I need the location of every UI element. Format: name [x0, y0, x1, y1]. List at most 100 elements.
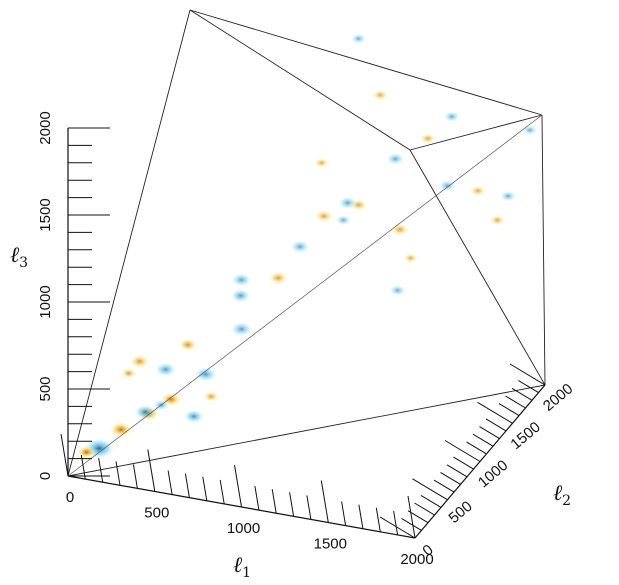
l1-tick-label: 500 — [144, 505, 169, 522]
l1-tick-label: 0 — [66, 489, 74, 506]
l2-major-tick — [379, 516, 416, 539]
l2-major-tick — [477, 401, 513, 424]
l2-major-tick — [444, 440, 481, 462]
edge-origin-bottomright — [67, 384, 546, 477]
positive-blob-2 — [109, 422, 133, 438]
diagonal-line — [67, 114, 543, 477]
l2-minor-tick — [446, 464, 468, 478]
edge-top-inner — [189, 9, 411, 151]
l2-minor-tick — [466, 441, 487, 455]
l1-major-tick — [407, 495, 416, 539]
negative-blob-7 — [194, 366, 217, 382]
l2-major-tick — [412, 478, 448, 501]
l1-minor-tick — [254, 486, 260, 511]
l1-axis-label: ℓ1 — [233, 553, 251, 581]
negative-blob-25 — [500, 190, 517, 202]
l1-minor-tick — [184, 473, 190, 498]
l3-tick-label: 2000 — [37, 111, 54, 144]
l1-minor-tick — [341, 501, 347, 526]
l3-tick-label: 500 — [37, 376, 54, 401]
l2-minor-tick — [420, 494, 442, 508]
l2-minor-tick — [433, 479, 455, 493]
l1-minor-tick — [132, 464, 138, 489]
isosurface-blobs — [77, 33, 538, 459]
edge-origin-top — [67, 9, 191, 477]
edge-inner-bottomright — [409, 149, 546, 386]
negative-blob-8 — [155, 362, 177, 377]
negative-blob-31 — [389, 284, 406, 296]
tick-marks — [60, 127, 546, 539]
positive-blob-20 — [419, 133, 436, 144]
negative-blob-27 — [522, 125, 538, 136]
l3-tick-label: 1500 — [37, 198, 54, 231]
negative-blob-6 — [183, 409, 204, 424]
negative-blob-4 — [134, 404, 156, 420]
l2-minor-tick — [407, 510, 429, 524]
negative-blob-21 — [443, 111, 460, 123]
edge-right-bottomright — [541, 114, 546, 386]
l1-minor-tick — [80, 455, 86, 480]
l3-tick-label: 0 — [37, 472, 54, 480]
positive-blob-32 — [403, 253, 419, 264]
l2-minor-tick — [498, 403, 520, 417]
negative-blob-11 — [230, 321, 253, 337]
negative-blob-29 — [351, 33, 366, 44]
l1-major-tick — [147, 449, 156, 492]
l2-minor-tick — [453, 456, 474, 470]
negative-blob-14 — [231, 273, 252, 287]
l2-minor-tick — [472, 433, 494, 447]
l2-minor-tick — [511, 387, 533, 401]
l2-major-tick — [509, 363, 546, 386]
l1-major-tick — [60, 433, 69, 477]
l1-tick-label: 1500 — [314, 536, 347, 553]
positive-blob-30 — [314, 157, 330, 168]
positive-blob-10 — [178, 338, 198, 352]
positive-blob-28 — [372, 89, 389, 101]
l1-major-tick — [320, 480, 329, 523]
l1-minor-tick — [289, 492, 295, 517]
l1-minor-tick — [167, 470, 173, 495]
l2-minor-tick — [518, 380, 539, 394]
l2-minor-tick — [440, 471, 461, 485]
positive-blob-16 — [314, 209, 334, 223]
tetrahedron-frame — [67, 9, 546, 477]
l1-minor-tick — [115, 461, 121, 486]
negative-blob-15 — [290, 240, 310, 254]
l2-tick-label: 1500 — [507, 419, 543, 453]
l1-major-tick — [234, 464, 242, 508]
l3-tick-label: 1000 — [37, 285, 54, 318]
negative-blob-19 — [386, 152, 405, 165]
l1-minor-tick — [219, 479, 225, 504]
negative-blob-23 — [438, 179, 457, 192]
l1-minor-tick — [358, 504, 364, 529]
edge-top-right — [189, 9, 543, 116]
l2-axis-label: ℓ2 — [553, 481, 571, 509]
l2-minor-tick — [505, 395, 526, 409]
l2-minor-tick — [414, 502, 435, 516]
l1-tick-label: 1000 — [227, 520, 260, 537]
l1-minor-tick — [375, 507, 381, 532]
tick-labels: 0500100015002000050010001500200005001000… — [37, 111, 576, 568]
positive-blob-22 — [390, 223, 410, 237]
l2-tick-label: 500 — [446, 498, 476, 527]
positive-blob-36 — [120, 367, 137, 379]
positive-blob-34 — [203, 391, 220, 402]
l1-minor-tick — [202, 476, 208, 501]
positive-blob-9 — [129, 354, 150, 369]
l2-minor-tick — [401, 517, 422, 531]
l1-minor-tick — [271, 489, 277, 514]
l2-minor-tick — [485, 418, 507, 432]
l3-axis-label: ℓ3 — [10, 243, 28, 271]
l1-tick-label: 2000 — [400, 551, 433, 568]
l1-minor-tick — [98, 458, 104, 483]
l1-minor-tick — [306, 495, 312, 520]
negative-blob-33 — [335, 215, 351, 226]
l1-minor-tick — [393, 510, 399, 535]
positive-blob-18 — [349, 198, 368, 211]
l2-minor-tick — [479, 426, 500, 440]
negative-blob-12 — [230, 288, 251, 303]
edge-inner-right — [409, 114, 543, 151]
positive-blob-26 — [489, 214, 506, 226]
positive-blob-13 — [268, 271, 289, 285]
